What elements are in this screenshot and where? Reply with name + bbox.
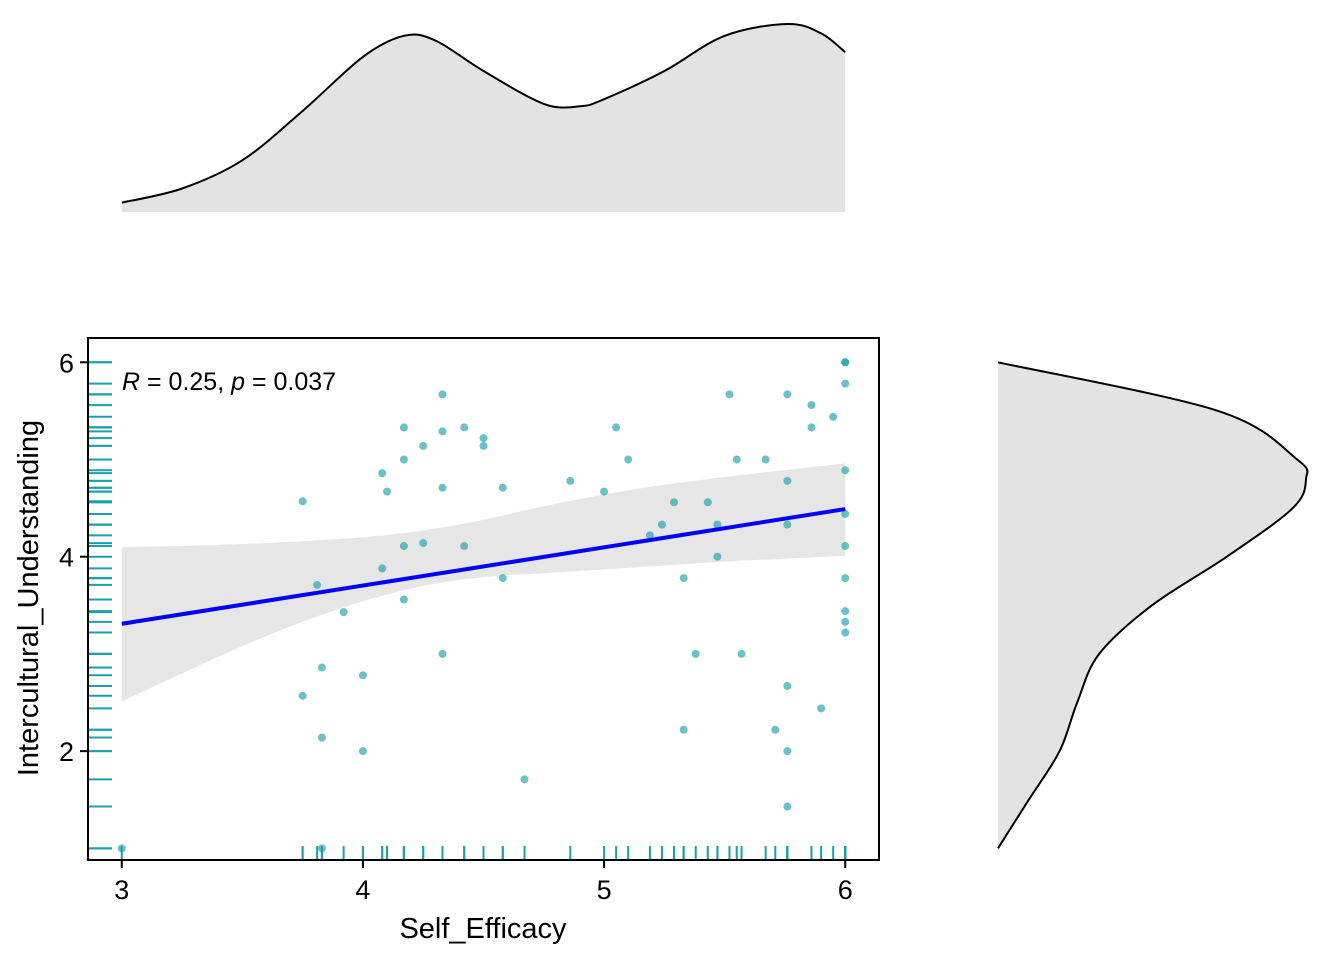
data-point <box>460 542 469 551</box>
x-tick-label: 3 <box>114 875 129 905</box>
x-density-curve <box>121 22 846 204</box>
data-point <box>313 580 322 589</box>
data-point <box>498 574 507 583</box>
data-point <box>317 844 326 853</box>
regression-line-layer <box>121 507 846 626</box>
data-point <box>358 671 367 680</box>
rug-layer <box>88 361 847 860</box>
r-symbol: R <box>122 368 140 396</box>
data-point <box>783 390 792 399</box>
data-point <box>783 802 792 811</box>
correlation-annotation: R = 0.25, p = 0.037 <box>122 368 336 396</box>
data-point <box>713 520 722 529</box>
y-axis-title: Intercultural_Understanding <box>13 420 45 776</box>
data-point <box>725 390 734 399</box>
y-marginal-density <box>997 361 1309 849</box>
data-point <box>737 649 746 658</box>
data-point <box>399 455 408 464</box>
regression-line <box>121 507 846 626</box>
data-point <box>703 498 712 507</box>
data-point <box>841 466 850 475</box>
data-point <box>841 509 850 518</box>
data-point <box>670 498 679 507</box>
data-point <box>339 608 348 617</box>
data-point <box>841 379 850 388</box>
data-point <box>612 423 621 432</box>
y-tick-label: 2 <box>59 737 74 767</box>
data-point <box>783 682 792 690</box>
data-point <box>841 607 850 616</box>
y-tick-label: 6 <box>59 348 74 378</box>
data-point <box>419 441 428 450</box>
data-point <box>841 574 850 583</box>
data-point <box>378 469 387 478</box>
data-point <box>841 358 850 367</box>
data-point <box>378 564 387 573</box>
data-point <box>600 487 609 496</box>
data-point <box>691 649 700 658</box>
x-tick-label: 5 <box>597 875 612 905</box>
data-point <box>783 476 792 485</box>
data-point <box>771 725 780 734</box>
confidence-band <box>121 463 846 702</box>
y-density-area <box>998 362 1308 849</box>
data-point <box>438 483 447 492</box>
r-value: = 0.25, <box>140 368 231 396</box>
data-point <box>419 539 428 548</box>
data-point <box>679 725 688 734</box>
data-point <box>807 401 816 410</box>
data-point <box>841 628 850 637</box>
data-point <box>317 663 326 672</box>
data-point <box>657 520 666 529</box>
axes-layer: 3 4 5 6 2 4 6 <box>59 348 853 905</box>
data-point <box>566 476 575 485</box>
data-point <box>117 844 126 853</box>
data-point <box>399 595 408 604</box>
data-point <box>713 552 722 561</box>
data-point <box>732 455 741 464</box>
panel-border <box>87 337 880 861</box>
data-point <box>479 434 488 443</box>
data-point <box>829 412 838 421</box>
data-point <box>679 574 688 583</box>
data-point <box>298 497 307 506</box>
data-point <box>841 542 850 551</box>
points-layer <box>117 358 850 853</box>
data-point <box>399 423 408 432</box>
data-point <box>498 483 507 492</box>
data-point <box>841 617 850 626</box>
data-point <box>807 423 816 432</box>
y-tick-label: 4 <box>59 543 74 573</box>
y-density-curve <box>997 361 1309 849</box>
x-tick-label: 4 <box>355 875 370 905</box>
data-point <box>438 427 447 436</box>
confidence-band-layer <box>121 463 846 702</box>
data-point <box>783 520 792 529</box>
x-marginal-density <box>121 22 846 212</box>
p-symbol: p <box>230 368 245 396</box>
data-point <box>438 390 447 399</box>
x-tick-label: 6 <box>838 875 853 905</box>
data-point <box>761 455 770 464</box>
scatter-panel: 3 4 5 6 2 4 6 R = 0.25, p = 0.037 <box>59 337 880 905</box>
data-point <box>358 747 367 756</box>
data-point <box>624 455 633 464</box>
data-point <box>783 747 792 756</box>
data-point <box>438 649 447 658</box>
data-point <box>479 441 488 450</box>
x-density-area <box>121 23 846 212</box>
data-point <box>520 775 529 784</box>
data-point <box>645 531 654 540</box>
data-point <box>383 487 392 496</box>
data-point <box>399 542 408 551</box>
data-point <box>817 704 826 713</box>
data-point <box>317 733 326 742</box>
data-point <box>298 691 307 700</box>
p-value: = 0.037 <box>245 368 336 396</box>
x-axis-title: Self_Efficacy <box>399 913 567 945</box>
data-point <box>460 423 469 432</box>
